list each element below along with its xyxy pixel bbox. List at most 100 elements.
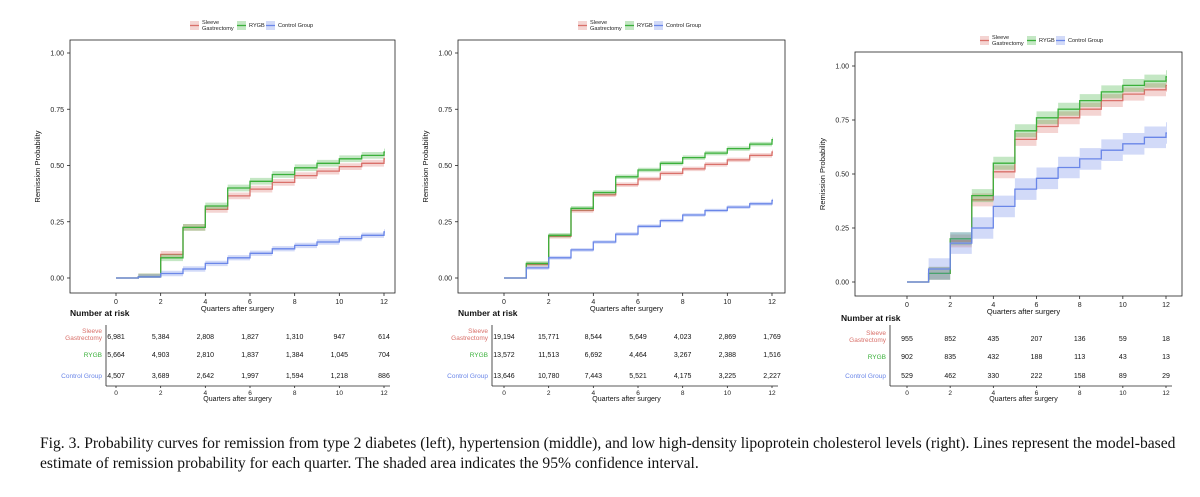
legend-label-control: Control Group [1068, 38, 1103, 44]
risk-x-tick-label: 6 [1035, 390, 1039, 397]
legend-label-control: Control Group [278, 23, 313, 29]
risk-value: 2,810 [197, 352, 215, 359]
risk-value: 29 [1162, 373, 1170, 380]
step-line-control [504, 199, 773, 279]
risk-value: 6,692 [585, 352, 603, 359]
x-tick-label: 6 [1035, 302, 1039, 309]
risk-x-tick-label: 2 [547, 390, 551, 397]
risk-value: 1,516 [763, 352, 781, 359]
risk-value: 11,513 [538, 352, 559, 359]
figure-svg: 0.00 0.25 0.50 0.75 1.00 0 2 4 6 8 10 12 Quarters af… [33, 20, 1183, 403]
legend-label-control: Control Group [666, 23, 701, 29]
figure: 0.00 0.25 0.50 0.75 1.00 0 2 4 6 8 10 12 Quarters af… [33, 20, 1183, 403]
risk-x-tick-label: 12 [768, 390, 776, 397]
risk-value: 4,464 [629, 352, 647, 359]
risk-value: 886 [378, 373, 390, 380]
risk-x-tick-label: 4 [992, 390, 996, 397]
risk-value: 6,981 [107, 334, 125, 341]
risk-value: 529 [901, 373, 913, 380]
risk-value: 432 [987, 354, 999, 361]
risk-value: 2,388 [719, 352, 737, 359]
y-tick-label: 0.00 [50, 276, 64, 283]
risk-value: 5,521 [629, 373, 647, 380]
y-tick-label: 0.75 [438, 107, 452, 114]
risk-value: 2,642 [197, 373, 215, 380]
y-tick-label: 0.25 [438, 219, 452, 226]
x-tick-label: 4 [203, 299, 207, 306]
risk-x-tick-label: 0 [905, 390, 909, 397]
step-line-control [116, 231, 385, 279]
risk-x-tick-label: 4 [204, 390, 208, 397]
x-tick-label: 10 [335, 299, 343, 306]
risk-value: 113 [1074, 354, 1085, 361]
risk-value: 7,443 [585, 373, 603, 380]
risk-value: 19,194 [493, 334, 515, 341]
ci-band-sleeve [116, 155, 385, 278]
ci-band-sleeve [504, 149, 773, 278]
risk-x-tick-label: 8 [293, 390, 297, 397]
y-tick-label: 0.00 [835, 280, 849, 287]
step-line-sleeve [116, 158, 385, 279]
y-tick-label: 0.50 [835, 172, 849, 179]
ci-band-sleeve [907, 79, 1167, 282]
y-tick-label: 0.75 [50, 107, 64, 114]
y-tick-label: 1.00 [835, 64, 849, 71]
risk-value: 902 [901, 354, 913, 361]
risk-x-tick-label: 10 [1119, 390, 1127, 397]
risk-value: 3,267 [674, 352, 692, 359]
legend-label-rygb: RYGB [637, 23, 653, 29]
ci-band-control [907, 122, 1167, 282]
x-tick-label: 0 [502, 299, 506, 306]
risk-value: 4,023 [674, 334, 692, 341]
y-tick-label: 0.50 [50, 163, 64, 170]
ci-band-rygb [116, 148, 385, 278]
x-tick-label: 8 [293, 299, 297, 306]
y-tick-label: 0.00 [438, 276, 452, 283]
x-tick-label: 2 [547, 299, 551, 306]
risk-table-x-title: Quarters after surgery [203, 396, 272, 403]
risk-x-tick-label: 6 [636, 390, 640, 397]
risk-x-tick-label: 2 [948, 390, 952, 397]
x-tick-label: 10 [1119, 302, 1127, 309]
x-axis-title: Quarters after surgery [590, 304, 664, 313]
x-axis-title: Quarters after surgery [987, 307, 1061, 316]
step-line-rygb [116, 151, 385, 279]
risk-value: 1,837 [241, 352, 259, 359]
risk-value: 4,903 [152, 352, 170, 359]
ci-band-rygb [907, 70, 1167, 282]
risk-table-title: Number at risk [458, 308, 518, 318]
risk-x-tick-label: 4 [592, 390, 596, 397]
x-tick-label: 12 [768, 299, 776, 306]
step-line-rygb [504, 138, 773, 279]
chart-panel-3: 0.00 0.25 0.50 0.75 1.00 0 2 4 6 8 10 12 Quarters af… [818, 35, 1183, 403]
risk-value: 5,664 [107, 352, 125, 359]
y-tick-label: 1.00 [50, 51, 64, 58]
y-axis-title: Remission Probability [818, 138, 827, 210]
risk-value: 1,310 [286, 334, 304, 341]
y-axis-title: Remission Probability [421, 130, 430, 202]
plot-frame [457, 39, 786, 294]
risk-value: 4,507 [107, 373, 125, 380]
risk-value: 222 [1031, 373, 1043, 380]
chart-panel-2: 0.00 0.25 0.50 0.75 1.00 0 2 4 6 8 10 12 Quarters af… [421, 20, 786, 403]
risk-value: 158 [1074, 373, 1086, 380]
legend-label-rygb: RYGB [249, 23, 265, 29]
risk-table: Number at risk Sleeve Gastrectomy 6,981 5,38… [61, 308, 390, 403]
y-axis-title: Remission Probability [33, 130, 42, 202]
x-tick-label: 2 [948, 302, 952, 309]
risk-row-label-sleeve: Sleeve Gastrectomy [451, 328, 489, 342]
risk-value: 18 [1162, 336, 1170, 343]
risk-value: 462 [944, 373, 956, 380]
risk-x-tick-label: 12 [380, 390, 388, 397]
legend-label-rygb: RYGB [1039, 38, 1055, 44]
risk-value: 59 [1119, 336, 1127, 343]
risk-value: 1,045 [331, 352, 349, 359]
risk-x-tick-label: 6 [248, 390, 252, 397]
chart-panel-1: 0.00 0.25 0.50 0.75 1.00 0 2 4 6 8 10 12 Quarters af… [33, 20, 396, 403]
risk-row-label-control: Control Group [61, 373, 102, 380]
y-tick-label: 0.25 [50, 219, 64, 226]
risk-value: 13,572 [493, 352, 515, 359]
x-tick-label: 12 [380, 299, 388, 306]
risk-value: 1,827 [241, 334, 259, 341]
step-line-control [907, 132, 1167, 283]
